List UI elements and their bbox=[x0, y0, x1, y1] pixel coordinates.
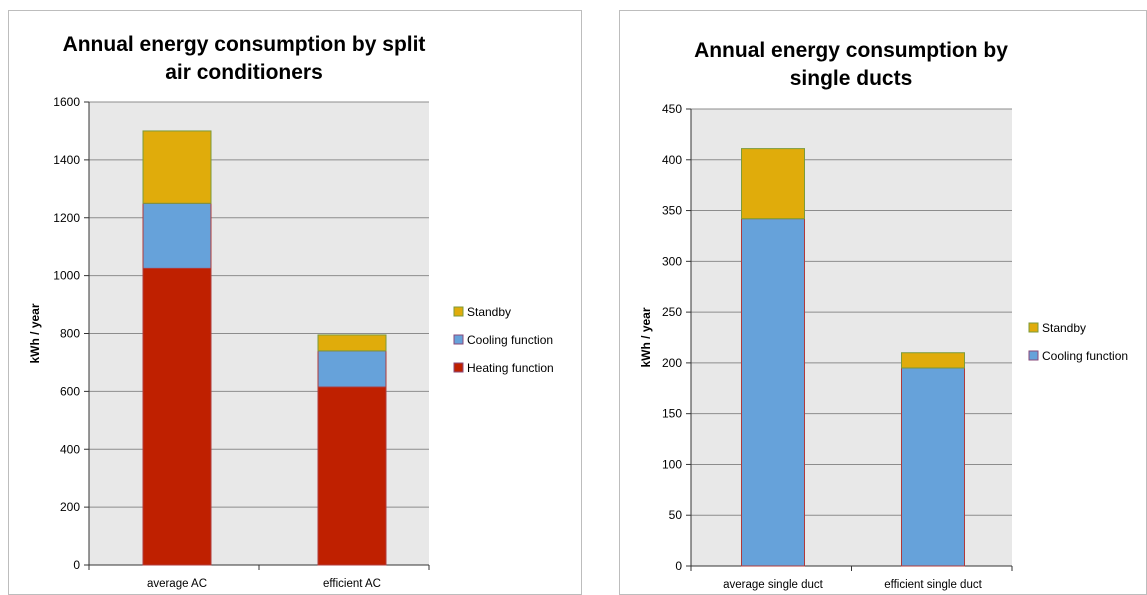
bar-cooling-function-average-single-duct bbox=[741, 218, 805, 567]
y-tick-label: 1000 bbox=[53, 269, 80, 283]
bar-heating-function-efficient-ac bbox=[317, 386, 387, 566]
legend-swatch-standby bbox=[1028, 322, 1039, 333]
chart-panel-single-duct: Annual energy consumption by single ducts… bbox=[619, 10, 1147, 595]
y-tick-label: 400 bbox=[662, 153, 682, 167]
legend-swatch-cooling-function bbox=[453, 334, 464, 345]
y-axis-label: kWh / year bbox=[28, 303, 42, 363]
bar-standby-efficient-ac bbox=[317, 334, 387, 352]
y-tick-label: 200 bbox=[662, 356, 682, 370]
x-category-label: average AC bbox=[147, 578, 207, 590]
bar-standby-average-ac bbox=[142, 130, 212, 204]
y-tick-label: 200 bbox=[60, 500, 80, 514]
chart-title-line: Annual energy consumption by bbox=[694, 39, 1008, 62]
bar-standby-efficient-single-duct bbox=[901, 352, 965, 369]
y-tick-label: 800 bbox=[60, 327, 80, 341]
bar-cooling-function-efficient-ac bbox=[317, 350, 387, 388]
bar-standby-average-single-duct bbox=[741, 148, 805, 220]
x-category-label: efficient AC bbox=[323, 578, 381, 590]
y-tick-label: 0 bbox=[73, 558, 80, 572]
y-tick-label: 150 bbox=[662, 407, 682, 421]
y-tick-label: 1600 bbox=[53, 95, 80, 109]
bar-cooling-function-average-ac bbox=[142, 202, 212, 269]
chart-panel-split-ac: Annual energy consumption by split air co… bbox=[8, 10, 582, 595]
legend-label-heating-function: Heating function bbox=[467, 361, 554, 375]
legend-swatch-standby bbox=[453, 306, 464, 317]
y-axis-label: kWh / year bbox=[639, 307, 653, 367]
y-tick-label: 100 bbox=[662, 457, 682, 471]
bar-cooling-function-efficient-single-duct bbox=[901, 367, 965, 567]
chart-single-duct: Annual energy consumption by single ducts… bbox=[639, 39, 1128, 591]
y-tick-label: 0 bbox=[675, 559, 682, 573]
x-category-label: efficient single duct bbox=[884, 579, 982, 591]
legend-label-standby: Standby bbox=[1042, 321, 1086, 335]
legend-label-cooling-function: Cooling function bbox=[1042, 349, 1128, 363]
chart-split-ac: Annual energy consumption by split air co… bbox=[28, 33, 554, 590]
legend-swatch-heating-function bbox=[453, 362, 464, 373]
y-tick-label: 600 bbox=[60, 384, 80, 398]
y-tick-label: 400 bbox=[60, 442, 80, 456]
bar-heating-function-average-ac bbox=[142, 267, 212, 566]
x-category-label: average single duct bbox=[723, 579, 824, 591]
y-tick-label: 1200 bbox=[53, 211, 80, 225]
legend-label-cooling-function: Cooling function bbox=[467, 333, 553, 347]
y-tick-label: 1400 bbox=[53, 153, 80, 167]
y-tick-label: 300 bbox=[662, 254, 682, 268]
y-tick-label: 350 bbox=[662, 204, 682, 218]
legend-swatch-cooling-function bbox=[1028, 350, 1039, 361]
y-tick-label: 450 bbox=[662, 102, 682, 116]
chart-title-line: Annual energy consumption by split bbox=[63, 33, 426, 56]
chart-title-line: air conditioners bbox=[165, 61, 323, 84]
chart-title-line: single ducts bbox=[790, 67, 913, 90]
y-tick-label: 50 bbox=[669, 508, 683, 522]
y-tick-label: 250 bbox=[662, 305, 682, 319]
legend-label-standby: Standby bbox=[467, 305, 511, 319]
